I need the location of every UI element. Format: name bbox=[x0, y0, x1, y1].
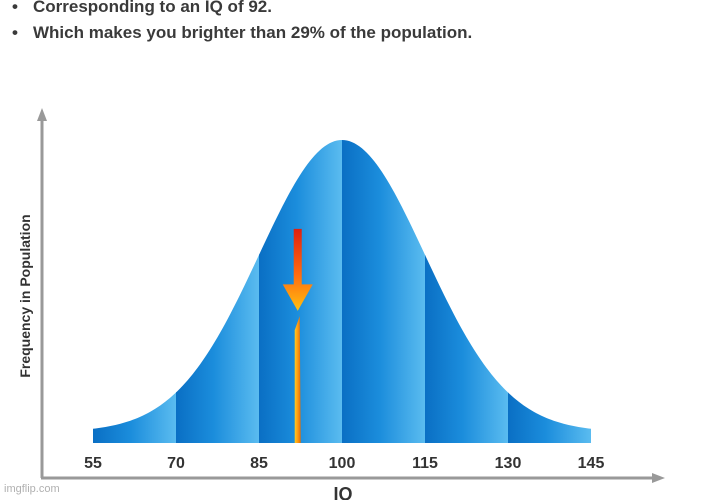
x-tick-label-100: 100 bbox=[329, 455, 356, 472]
bullet-item-percentile: • Which makes you brighter than 29% of t… bbox=[0, 20, 727, 46]
bullet-text-iq: Corresponding to an IQ of 92. bbox=[33, 0, 272, 16]
curve-band-115-130 bbox=[425, 140, 509, 443]
bullet-text-percentile: Which makes you brighter than 29% of the… bbox=[33, 23, 473, 42]
marker-stem bbox=[294, 316, 301, 443]
bullet-dot: • bbox=[12, 23, 18, 42]
bullet-list: • Corresponding to an IQ of 92. • Which … bbox=[0, 0, 727, 46]
x-tick-label-55: 55 bbox=[84, 455, 102, 472]
bell-curve-area bbox=[93, 140, 591, 443]
x-tick-label-85: 85 bbox=[250, 455, 268, 472]
marker-arrow-down bbox=[282, 228, 313, 311]
y-axis-arrowhead bbox=[37, 108, 47, 121]
curve-band-130-145 bbox=[508, 140, 591, 443]
curve-band-70-85 bbox=[176, 140, 260, 443]
bullet-item-iq: • Corresponding to an IQ of 92. bbox=[0, 0, 727, 20]
axes bbox=[37, 108, 665, 483]
curve-band-55-70 bbox=[93, 140, 177, 443]
watermark: imgflip.com bbox=[4, 483, 60, 495]
x-tick-label-130: 130 bbox=[495, 455, 522, 472]
x-tick-labels: 55 70 85 100 115 130 145 bbox=[84, 455, 604, 472]
x-axis-label: IQ bbox=[333, 484, 352, 500]
bullet-dot: • bbox=[12, 0, 18, 16]
x-axis-arrowhead bbox=[652, 473, 665, 483]
curve-band-100-115 bbox=[342, 140, 426, 443]
iq-marker bbox=[282, 228, 313, 443]
x-tick-label-115: 115 bbox=[412, 455, 438, 472]
x-tick-label-145: 145 bbox=[578, 455, 605, 472]
x-tick-label-70: 70 bbox=[167, 455, 185, 472]
y-axis-label: Frequency in Population bbox=[17, 214, 33, 377]
